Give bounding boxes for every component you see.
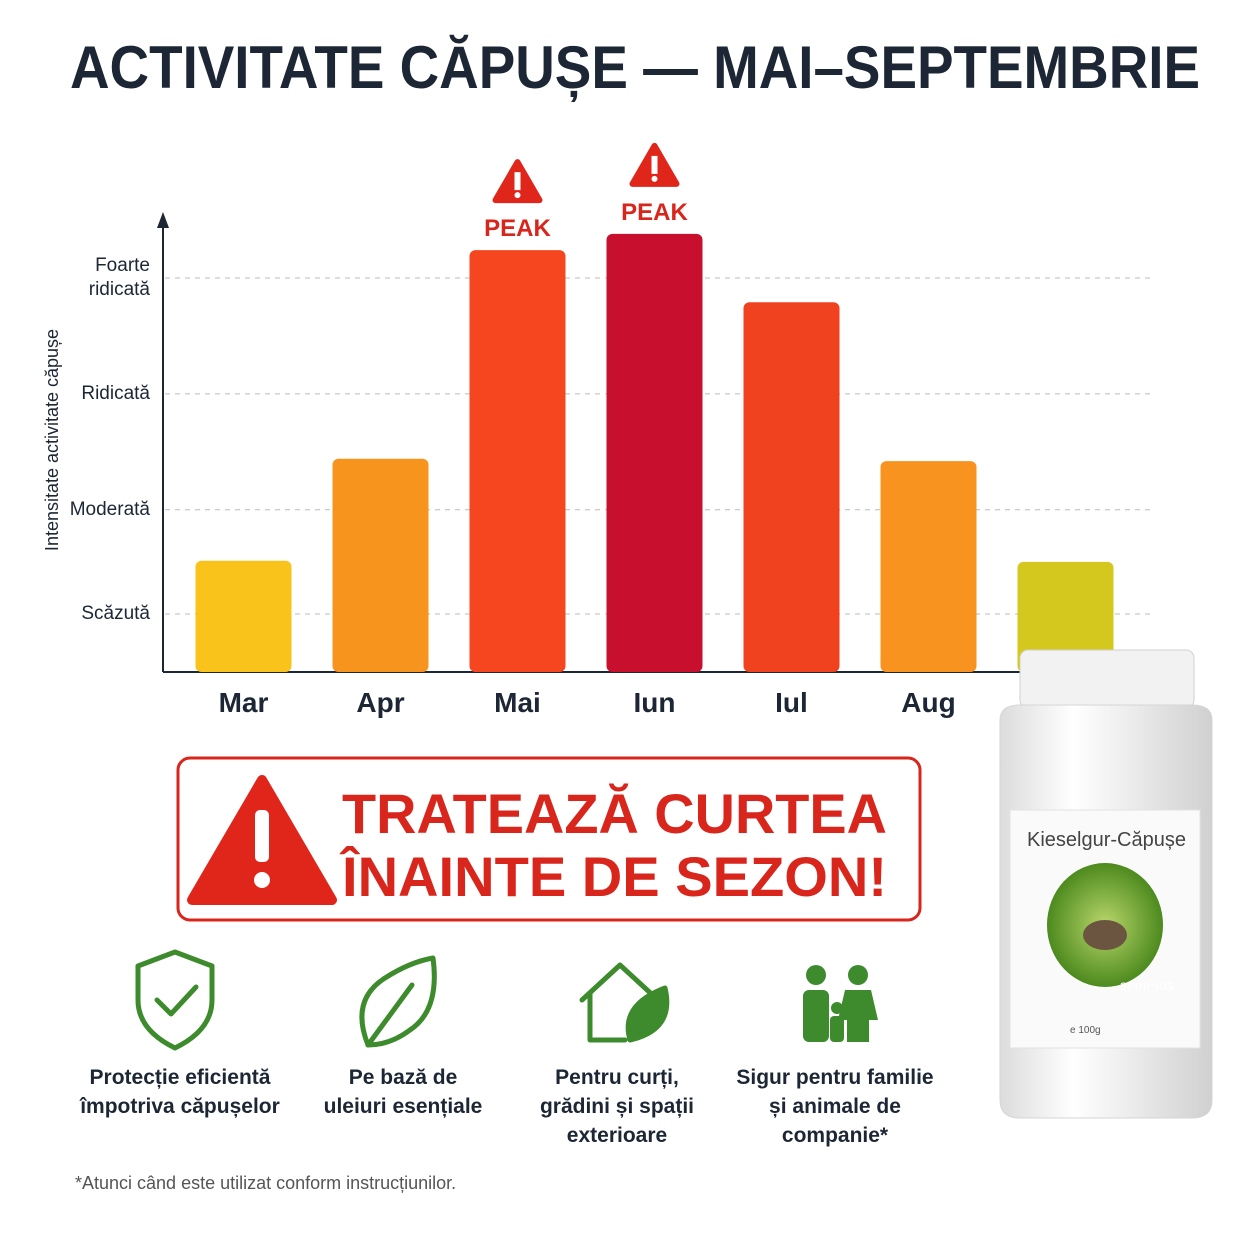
product-brand: semPlus — [1120, 977, 1174, 993]
product-name: Kieselgur-Căpușe — [1027, 829, 1186, 851]
bar — [469, 250, 566, 672]
warning-mark — [255, 810, 269, 862]
banner — [176, 756, 922, 922]
axis-arrow — [157, 212, 169, 228]
banner-text: ÎNAINTE DE SEZON! — [339, 845, 887, 908]
peak-label: PEAK — [484, 215, 551, 242]
x-tick-label: Iun — [634, 687, 676, 718]
y-tick-label: Ridicată — [81, 382, 150, 404]
bar — [1017, 561, 1114, 672]
x-tick-label: Mai — [494, 687, 541, 718]
y-tick-label: Foarte ridicată — [88, 254, 150, 300]
x-tick-label: Aug — [901, 687, 955, 718]
peak-dot — [514, 192, 521, 199]
peak-mark — [651, 155, 658, 174]
y-axis-label: Intensitate activitate căpușe — [42, 329, 62, 551]
feature-icons — [135, 949, 670, 1051]
x-tick-label: Mar — [219, 687, 269, 718]
bar — [606, 233, 703, 672]
y-tick-label: Moderată — [69, 498, 150, 520]
bar — [332, 458, 429, 672]
peak-mark — [514, 172, 521, 191]
bar — [743, 302, 840, 672]
y-tick-label: Scăzută — [81, 603, 150, 625]
product-weight: e 100g — [1070, 1025, 1101, 1036]
chart-title: ACTIVITATE CĂPUȘE — MAI–SEPTEMBRIE — [70, 34, 1200, 102]
banner-text: TRATEAZĂ CURTEA — [342, 782, 887, 845]
feature-text: Protecție eficientă împotriva căpușelor — [80, 1066, 280, 1118]
feature-text: Pe bază de uleiuri esențiale — [323, 1066, 483, 1118]
bar — [195, 560, 292, 672]
peak-dot — [651, 175, 658, 182]
feature-text: Pentru curți, grădini și spații exterioa… — [539, 1066, 695, 1147]
warning-dot — [254, 872, 270, 888]
product-bottle — [999, 649, 1213, 1119]
x-tick-label: Apr — [356, 687, 404, 718]
bar — [880, 461, 977, 672]
family-icon — [803, 965, 878, 1042]
x-tick-label: Iul — [775, 687, 808, 718]
peak-label: PEAK — [621, 199, 688, 226]
feature-text: Sigur pentru familie și animale de compa… — [736, 1066, 934, 1147]
footnote: *Atunci când este utilizat conform instr… — [75, 1173, 457, 1193]
